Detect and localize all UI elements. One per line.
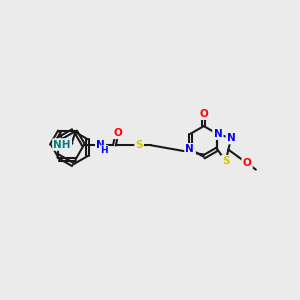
Text: N: N: [214, 129, 222, 139]
Text: O: O: [200, 109, 208, 119]
Text: H: H: [100, 146, 107, 155]
Text: N: N: [185, 144, 194, 154]
Text: N: N: [96, 140, 105, 150]
Text: O: O: [243, 158, 251, 168]
Text: N: N: [227, 133, 236, 143]
Text: N: N: [96, 140, 105, 150]
Text: S: S: [135, 140, 143, 150]
Text: O: O: [200, 109, 208, 119]
Text: S: S: [222, 156, 230, 166]
Text: O: O: [113, 128, 122, 138]
Text: H: H: [100, 146, 107, 155]
Text: NH: NH: [53, 140, 71, 149]
Text: NH: NH: [53, 140, 71, 149]
Text: N: N: [186, 144, 195, 154]
Text: N: N: [214, 129, 222, 139]
Text: S: S: [222, 156, 230, 166]
Text: O: O: [243, 158, 251, 168]
